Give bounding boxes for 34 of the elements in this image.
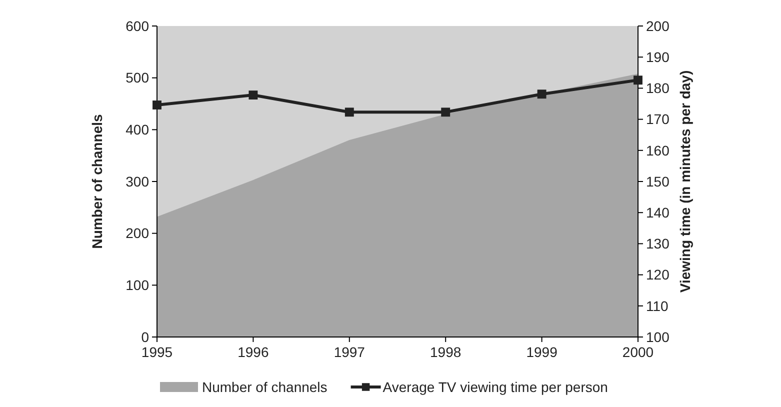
y2-axis-title: Viewing time (in minutes per day) <box>677 70 693 293</box>
point <box>248 90 258 100</box>
point <box>634 76 642 85</box>
y2-tick-label: 130 <box>646 236 670 252</box>
y2-tick-label: 140 <box>646 204 670 220</box>
y-axis-title: Number of channels <box>89 114 105 249</box>
y2-tick-label: 120 <box>646 266 670 283</box>
point <box>344 108 354 117</box>
y2-tick-label: 200 <box>646 18 670 34</box>
legend-label: Number of channels <box>202 378 328 395</box>
y-tick-label: 300 <box>126 173 150 190</box>
x-tick-label: 1999 <box>526 344 558 360</box>
y-tick-label: 500 <box>126 70 150 86</box>
y2-tick-label: 170 <box>646 111 670 128</box>
y2-tick-label: 150 <box>646 173 670 190</box>
y2-tick-label: 100 <box>646 328 670 345</box>
legend-label: Average TV viewing time per person <box>382 378 608 395</box>
point <box>152 100 162 110</box>
point <box>441 108 450 117</box>
y2-tick-label: 190 <box>646 49 670 65</box>
y-tick-label: 200 <box>126 225 150 242</box>
y2-tick-label: 180 <box>646 80 670 96</box>
y-tick-label: 400 <box>126 122 150 138</box>
y-tick-label: 100 <box>126 277 150 294</box>
x-tick-label: 1997 <box>334 344 366 360</box>
y2-tick-label: 110 <box>646 298 669 314</box>
x-tick-label: 1995 <box>141 344 173 360</box>
y-tick-label: 0 <box>141 328 150 345</box>
x-tick-label: 1998 <box>430 344 462 360</box>
y2-tick-label: 160 <box>646 142 670 158</box>
point <box>537 90 546 99</box>
y-tick-label: 600 <box>126 18 150 34</box>
x-tick-label: 2000 <box>622 344 654 360</box>
x-tick-label: 1996 <box>238 344 269 360</box>
